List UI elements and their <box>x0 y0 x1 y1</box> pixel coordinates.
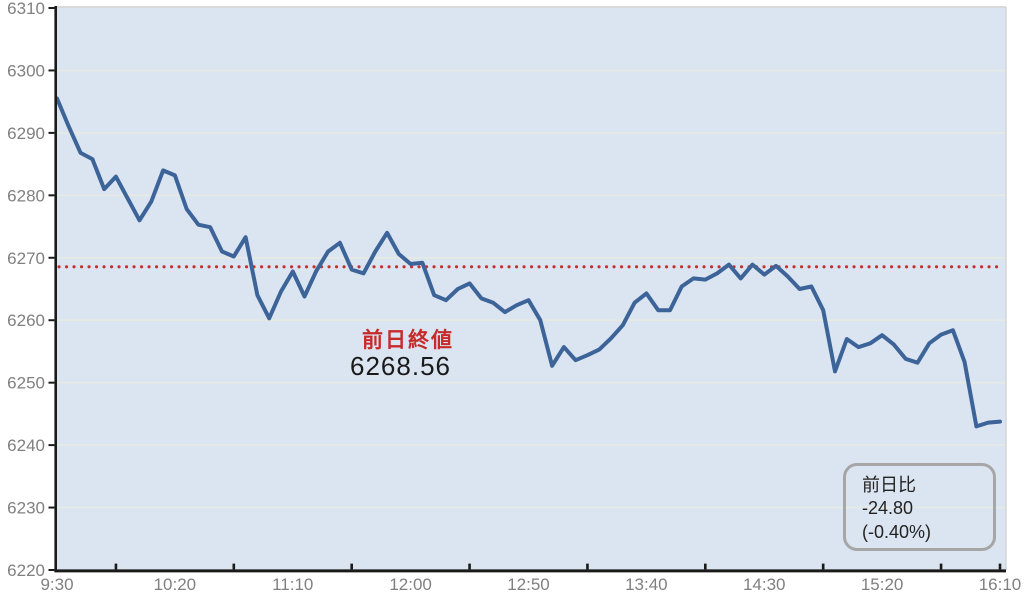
y-axis-label: 6290 <box>7 124 45 143</box>
y-axis-label: 6260 <box>7 311 45 330</box>
x-axis-label: 9:30 <box>40 575 73 594</box>
x-axis-label: 12:50 <box>507 575 550 594</box>
y-axis-label: 6280 <box>7 186 45 205</box>
x-axis-label: 11:10 <box>272 575 313 594</box>
daily-change-box: 前日比 -24.80 (-0.40%) <box>843 463 996 551</box>
y-axis-label: 6300 <box>7 61 45 80</box>
y-axis-label: 6270 <box>7 249 45 268</box>
y-axis-label: 6240 <box>7 436 45 455</box>
daily-change-percent: (-0.40%) <box>862 521 932 542</box>
x-axis-label: 12:00 <box>389 575 432 594</box>
x-axis-label: 10:20 <box>154 575 197 594</box>
y-axis-label: 6310 <box>7 0 45 18</box>
x-axis-label: 16:10 <box>979 575 1022 594</box>
prev-close-value: 6268.56 <box>350 351 451 381</box>
y-axis-label: 6250 <box>7 374 45 393</box>
x-axis-label: 15:20 <box>861 575 904 594</box>
y-axis-label: 6220 <box>7 561 45 580</box>
daily-change-value: -24.80 <box>862 498 914 519</box>
price-line <box>55 96 1002 429</box>
x-axis-label: 13:40 <box>625 575 668 594</box>
y-axis-label: 6230 <box>7 499 45 518</box>
prev-close-label: 前日終値 <box>362 329 454 352</box>
x-axis-label: 14:30 <box>743 575 786 594</box>
daily-change-title: 前日比 <box>862 475 916 495</box>
